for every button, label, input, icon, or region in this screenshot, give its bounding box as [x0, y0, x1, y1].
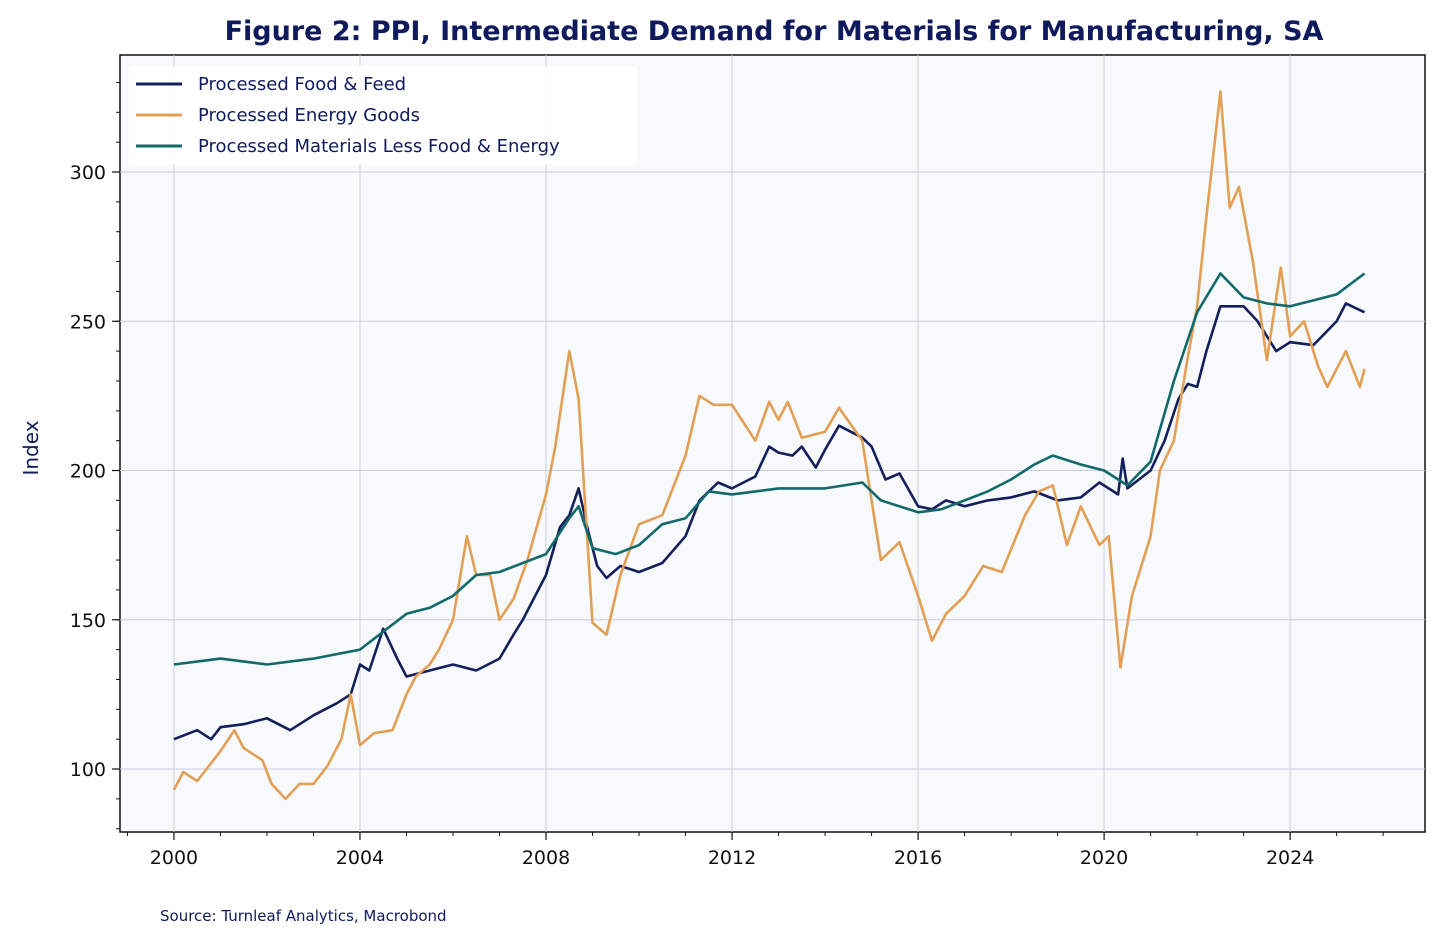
axes: 2000 2004 2008 2012 2016 2020 2024 100 150 200 250… [70, 81, 1384, 869]
source-note: Source: Turnleaf Analytics, Macrobond [160, 907, 447, 925]
legend-box [129, 66, 637, 165]
y-tick-label: 150 [70, 610, 106, 632]
x-tick-label: 2016 [894, 847, 942, 869]
y-tick-label: 300 [70, 162, 106, 184]
x-tick-label: 2020 [1080, 847, 1128, 869]
x-tick-label: 2004 [336, 847, 384, 869]
legend-label: Processed Food & Feed [198, 74, 406, 95]
y-axis-label: Index [19, 420, 43, 475]
y-tick-label: 100 [70, 759, 106, 781]
x-tick-label: 2024 [1266, 847, 1314, 869]
legend-label: Processed Materials Less Food & Energy [198, 136, 560, 157]
y-tick-label: 200 [70, 461, 106, 483]
series-line-1 [173, 302, 1366, 741]
x-tick-label: 2008 [522, 847, 570, 869]
y-tick-label: 250 [70, 311, 106, 333]
series-lines [172, 90, 1366, 801]
x-tick-label: 2000 [150, 847, 198, 869]
grid [120, 55, 1425, 832]
legend: Processed Food & Feed Processed Energy Go… [129, 66, 637, 165]
chart-title: Figure 2: PPI, Intermediate Demand for M… [225, 16, 1324, 47]
series-line-3 [173, 272, 1366, 666]
x-tick-label: 2012 [708, 847, 756, 869]
legend-label: Processed Energy Goods [198, 105, 420, 126]
